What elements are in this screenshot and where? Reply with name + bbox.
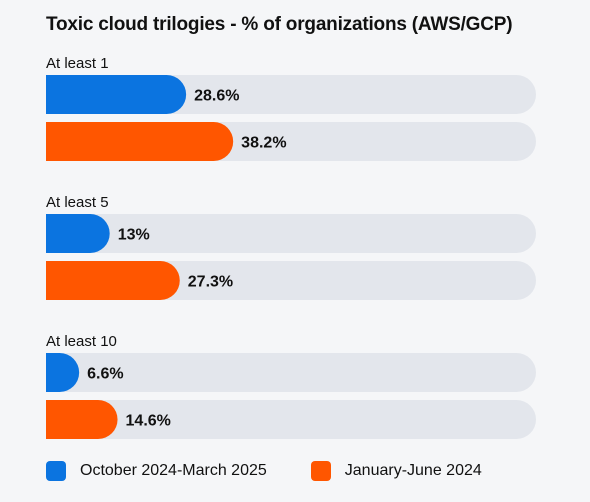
- data-label: 28.6%: [194, 88, 239, 105]
- bar-track: [46, 214, 536, 253]
- bar: [46, 214, 110, 253]
- bar: [46, 400, 118, 439]
- legend-label-series-1: October 2024-March 2025: [80, 462, 267, 479]
- bar-chart: At least 1 28.6% 38.2% At least 5 13% 27.3% At…: [46, 55, 536, 439]
- bar: [46, 353, 80, 392]
- data-label: 38.2%: [241, 135, 286, 152]
- category-label: At least 1: [46, 55, 109, 72]
- bar-track: [46, 400, 536, 439]
- category-label: At least 5: [46, 194, 109, 211]
- legend-item-series-1: October 2024-March 2025: [46, 461, 267, 481]
- legend-swatch-series-1: [46, 461, 66, 481]
- bar-track: [46, 353, 536, 392]
- bar: [46, 75, 187, 114]
- data-label: 27.3%: [188, 274, 233, 291]
- data-label: 14.6%: [126, 413, 171, 430]
- legend-item-series-2: January-June 2024: [310, 461, 482, 481]
- category-label: At least 10: [46, 333, 117, 350]
- legend-swatch-series-2: [310, 461, 331, 481]
- chart-title: Toxic cloud trilogies - % of organizatio…: [46, 14, 513, 35]
- data-label: 6.6%: [87, 366, 123, 383]
- bar: [46, 122, 234, 161]
- legend: October 2024-March 2025 January-June 202…: [46, 461, 482, 481]
- bar: [46, 261, 180, 300]
- data-label: 13%: [118, 227, 150, 244]
- legend-label-series-2: January-June 2024: [344, 462, 482, 479]
